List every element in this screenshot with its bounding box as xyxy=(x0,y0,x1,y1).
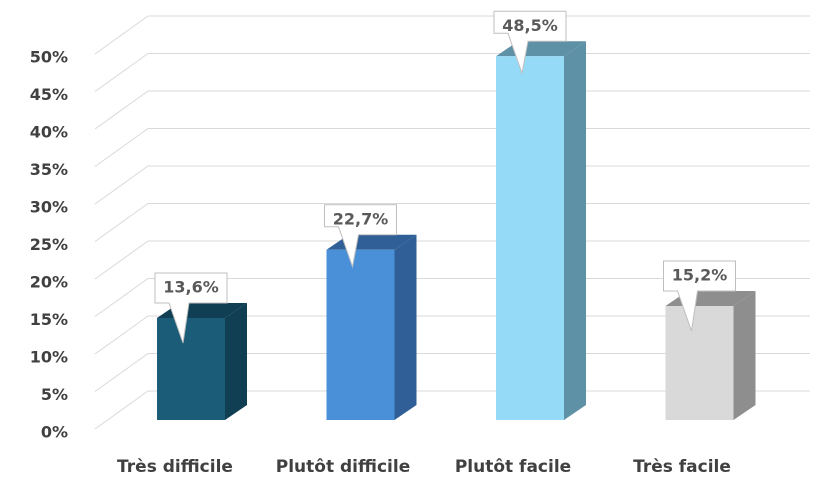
bar-3d xyxy=(496,41,586,420)
y-tick-label: 50% xyxy=(30,48,68,67)
value-label: 48,5% xyxy=(502,16,558,35)
x-tick-label: Plutôt facile xyxy=(455,457,571,477)
grid-line xyxy=(94,315,810,355)
value-label: 13,6% xyxy=(163,278,219,297)
grid-line xyxy=(94,15,810,55)
callout xyxy=(493,10,567,76)
x-tick-label: Très difficile xyxy=(117,457,233,477)
y-tick-label: 35% xyxy=(30,160,68,179)
grid-line xyxy=(94,353,810,392)
y-tick-label: 15% xyxy=(30,310,68,329)
grid-line xyxy=(94,203,810,242)
value-label: 15,2% xyxy=(672,266,728,285)
bar-3d xyxy=(326,234,417,420)
y-tick-label: 40% xyxy=(30,123,68,142)
bar-side xyxy=(564,41,586,420)
x-tick-label: Plutôt difficile xyxy=(276,457,410,477)
grid-line xyxy=(94,240,810,280)
bar-3d xyxy=(665,291,756,420)
callout xyxy=(663,260,736,332)
grid-line xyxy=(94,278,810,317)
bar-side xyxy=(733,291,756,420)
grid-line xyxy=(94,390,810,430)
bar-side xyxy=(394,234,417,420)
y-tick-label: 5% xyxy=(41,385,68,404)
bar-side xyxy=(225,303,247,420)
y-tick-label: 30% xyxy=(30,198,68,217)
bar xyxy=(157,318,225,420)
callout xyxy=(324,204,397,269)
value-label: 22,7% xyxy=(333,209,389,228)
grid-line xyxy=(94,165,810,205)
grid-line xyxy=(94,128,810,167)
bar xyxy=(326,249,395,420)
bar xyxy=(665,306,734,420)
x-tick-label: Très facile xyxy=(633,457,731,477)
y-tick-label: 0% xyxy=(41,423,68,442)
callout xyxy=(154,272,228,344)
y-tick-label: 10% xyxy=(30,348,68,367)
bar-3d xyxy=(157,303,247,420)
y-tick-label: 20% xyxy=(30,273,68,292)
y-tick-label: 25% xyxy=(30,235,68,254)
grid-line xyxy=(94,53,810,92)
grid-line xyxy=(94,90,810,130)
bar xyxy=(496,56,564,420)
y-tick-label: 45% xyxy=(30,85,68,104)
